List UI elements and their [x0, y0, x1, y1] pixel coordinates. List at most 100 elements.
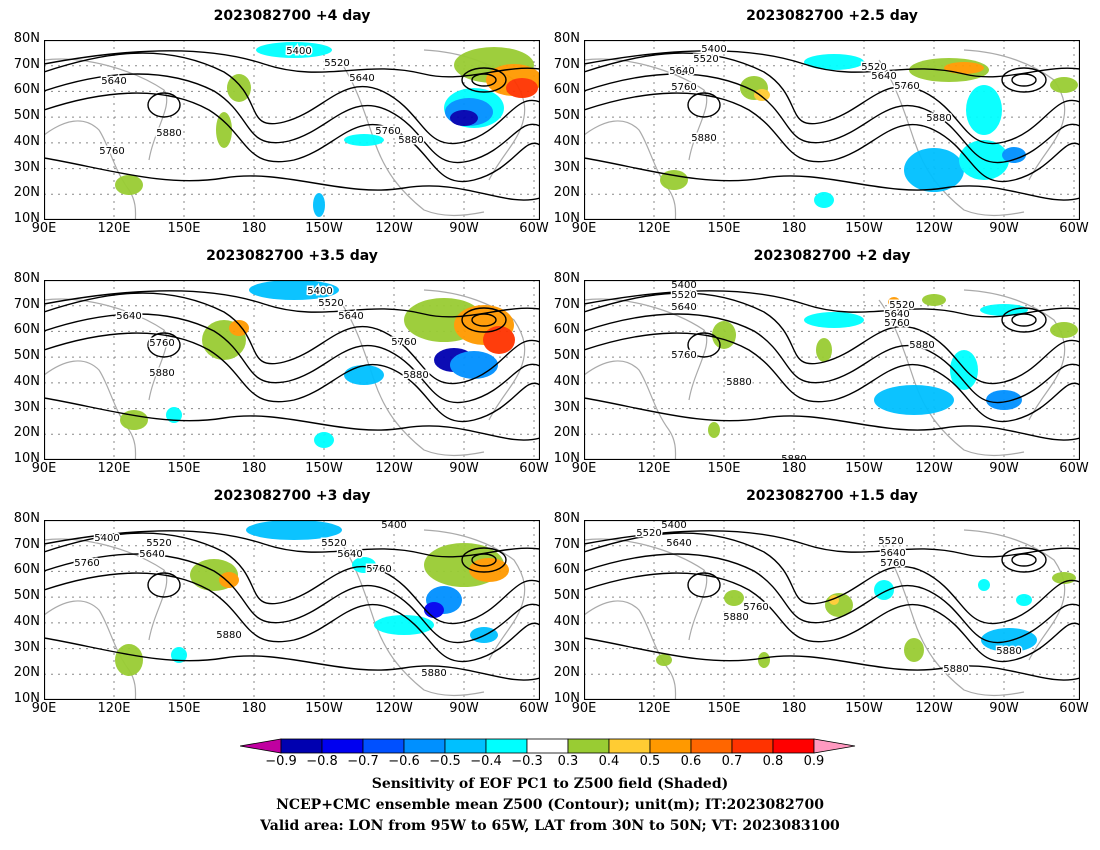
contour-closed-high [687, 572, 721, 598]
coastline-asia [584, 120, 677, 220]
lon-tick-label: 150E [167, 461, 201, 476]
lat-tick-label: 30N [553, 399, 580, 415]
lon-tick-label: 60W [1059, 461, 1089, 476]
lat-tick-label: 20N [13, 665, 40, 681]
shaded-region [424, 602, 444, 618]
contour-closed-low [471, 553, 497, 567]
lon-tick-label: 120W [375, 221, 413, 236]
lon-tick-label: 90E [571, 221, 597, 236]
shaded-region [256, 42, 332, 58]
lat-tick-label: 10N [13, 451, 40, 466]
contour-label: 5520 [324, 58, 349, 69]
colorbar-swatch [403, 738, 446, 754]
shaded-region [374, 615, 434, 635]
panel-title: 2023082700 +3.5 day [206, 248, 378, 264]
lon-tick-label: 120E [97, 221, 131, 236]
contour-line [44, 52, 540, 145]
lon-tick-label: 60W [519, 221, 549, 236]
shaded-region [1050, 322, 1078, 338]
shaded-region [660, 170, 688, 190]
shaded-region [115, 175, 143, 195]
colorbar-tick-label: −0.4 [470, 754, 502, 769]
lat-tick-label: 20N [13, 185, 40, 201]
contour-line [44, 157, 540, 201]
shaded-region [980, 304, 1028, 316]
colorbar-swatch [444, 738, 487, 754]
lon-tick-label: 180 [241, 461, 267, 476]
shaded-region [483, 326, 515, 354]
lat-tick-label: 70N [553, 296, 580, 312]
contour-closed-low [1001, 547, 1047, 573]
contour-label: 5880 [691, 133, 716, 144]
contour-label: 5520 [636, 528, 661, 539]
colorbar-swatch [321, 738, 364, 754]
colorbar-swatch [526, 738, 569, 754]
z500-contours [44, 530, 540, 681]
contour-label: 5880 [216, 630, 241, 641]
coastline-east-america [423, 529, 526, 661]
lon-tick-label: 120W [915, 701, 953, 716]
contour-line [44, 572, 540, 663]
contour-label: 5400 [381, 520, 406, 531]
contour-label: 5880 [156, 128, 181, 139]
lat-tick-label: 60N [13, 82, 40, 98]
lat-tick-label: 50N [13, 108, 40, 124]
contour-line [584, 313, 1080, 404]
contour-label: 5760 [391, 337, 416, 348]
lon-tick-label: 90W [449, 461, 479, 476]
shaded-region [978, 579, 990, 591]
shaded-region [469, 558, 509, 582]
lon-tick-label: 90W [989, 701, 1019, 716]
lat-tick-label: 20N [553, 185, 580, 201]
contour-label: 5520 [861, 62, 886, 73]
contour-label: 5400 [701, 44, 726, 55]
lat-tick-label: 50N [13, 348, 40, 364]
shaded-region [227, 74, 251, 102]
lat-tick-label: 10N [553, 691, 580, 706]
shaded-region [219, 572, 239, 588]
shaded-region [166, 407, 182, 423]
colorbar-swatch [280, 738, 323, 754]
shaded-region [506, 78, 538, 98]
shaded-region [1016, 594, 1032, 606]
contour-closed-low [1011, 553, 1037, 567]
shaded-region [115, 644, 143, 676]
contour-label: 5640 [671, 302, 696, 313]
lat-tick-label: 40N [13, 613, 40, 629]
lat-tick-label: 20N [553, 425, 580, 441]
lat-tick-label: 50N [553, 348, 580, 364]
contour-line [44, 92, 540, 183]
shaded-region [120, 410, 148, 430]
contour-label: 5760 [743, 602, 768, 613]
contour-label: 5640 [338, 311, 363, 322]
lat-tick-label: 20N [553, 665, 580, 681]
lat-tick-label: 60N [13, 322, 40, 338]
contour-closed-high [687, 92, 721, 118]
lat-tick-label: 10N [553, 211, 580, 226]
contour-label: 5760 [149, 338, 174, 349]
lon-tick-label: 150W [305, 461, 343, 476]
contour-label: 5760 [894, 81, 919, 92]
colorbar-swatch [567, 738, 610, 754]
contour-label: 5520 [693, 54, 718, 65]
lat-tick-label: 40N [13, 373, 40, 389]
contour-line [44, 532, 540, 625]
colorbar-swatch [362, 738, 405, 754]
colorbar-tick-label: −0.6 [388, 754, 420, 769]
colorbar-tick-label: 0.9 [803, 754, 825, 769]
colorbar-tick-label: −0.9 [265, 754, 297, 769]
z500-contours [44, 290, 540, 441]
contour-line [584, 530, 1080, 558]
lon-tick-label: 90W [449, 701, 479, 716]
lat-tick-label: 20N [13, 425, 40, 441]
contour-line [44, 313, 540, 404]
contour-label: 5640 [139, 549, 164, 560]
contour-closed-low [471, 73, 497, 87]
contour-line [584, 157, 1080, 201]
coastline-siberia [44, 538, 168, 641]
shaded-region [874, 385, 954, 415]
shaded-region [249, 280, 339, 300]
